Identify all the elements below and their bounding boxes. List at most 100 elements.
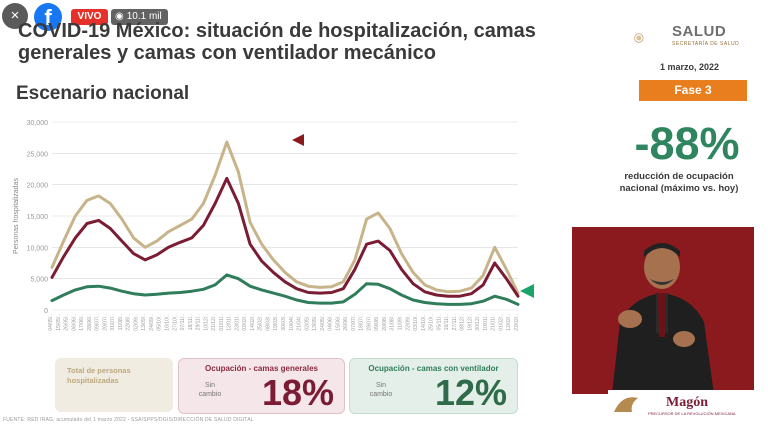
x-tick-label: 03/02/.. bbox=[242, 314, 248, 331]
ventilator-beds-status: Sin cambio bbox=[369, 382, 393, 398]
x-tick-label: 01/02/.. bbox=[498, 314, 504, 331]
x-tick-label: 20/08/.. bbox=[382, 314, 388, 331]
x-tick-label: 23/01/.. bbox=[234, 314, 240, 331]
x-tick-label: 02/05/.. bbox=[304, 314, 310, 331]
hospitalization-line-chart: 0 5,000 10,000 15,000 20,000 25,000 30,000 Pers… bbox=[13, 120, 534, 331]
ventilator-beds-card: Ocupación - camas con ventilador Sin cam… bbox=[349, 358, 518, 414]
x-tick-label: 14/10/.. bbox=[421, 314, 427, 331]
magon-logo-text: Magón bbox=[666, 395, 708, 410]
x-tick-label: 07/11/.. bbox=[180, 314, 186, 330]
x-tick-label: 21/04/.. bbox=[297, 314, 303, 331]
x-tick-label: 10/12/.. bbox=[203, 314, 209, 331]
general-beds-card: Ocupación - camas generales Sin cambio 1… bbox=[178, 358, 345, 414]
x-tick-label: 14/02/.. bbox=[250, 314, 256, 331]
x-tick-label: 27/11/.. bbox=[452, 314, 458, 330]
interpreter-figure bbox=[572, 227, 754, 394]
x-tick-label: 24/05/.. bbox=[320, 314, 326, 331]
x-tick-label: 20/07/.. bbox=[102, 314, 108, 331]
x-tick-label: 13/05/.. bbox=[312, 314, 318, 331]
x-tick-label: 31/07/.. bbox=[110, 314, 116, 331]
x-tick-label: 15/06/.. bbox=[335, 314, 341, 331]
x-tick-label: 29/11/.. bbox=[196, 314, 202, 330]
x-tick-label: 25/10/.. bbox=[429, 314, 435, 331]
general-beds-status: Sin cambio bbox=[198, 382, 222, 398]
x-tick-label: 27/10/.. bbox=[172, 314, 178, 331]
x-tick-label: 12/01/.. bbox=[227, 314, 233, 331]
x-tick-label: 22/08/.. bbox=[126, 314, 132, 331]
x-tick-label: 28/06/.. bbox=[87, 314, 93, 331]
x-tick-label: 12/02/.. bbox=[506, 314, 512, 331]
x-tick-label: 09/08/.. bbox=[374, 314, 380, 331]
series-line-0 bbox=[50, 140, 520, 295]
x-tick-label: 31/08/.. bbox=[390, 314, 396, 331]
close-button[interactable]: × bbox=[2, 3, 28, 29]
x-tick-label: 15/05/.. bbox=[56, 314, 62, 331]
series-line-1 bbox=[50, 176, 520, 298]
salud-logo bbox=[634, 33, 644, 43]
x-tick-label: 04/05/.. bbox=[48, 314, 54, 331]
legend-total-card: Total de personas hospitalizadas bbox=[55, 358, 173, 412]
x-tick-label: 24/09/.. bbox=[149, 314, 155, 331]
reduction-description: reducción de ocupación nacional (máximo … bbox=[619, 171, 739, 194]
magon-logo: Magón PRECURSOR DE LA REVOLUCIÓN MEXICAN… bbox=[608, 390, 754, 418]
x-tick-label: 01/01/.. bbox=[219, 314, 225, 331]
x-tick-label: 22/09/.. bbox=[405, 314, 411, 331]
x-tick-label: 03/10/.. bbox=[413, 314, 419, 331]
eye-icon: ◉ bbox=[115, 11, 124, 22]
x-tick-label: 16/11/.. bbox=[444, 314, 450, 330]
series-line-2 bbox=[50, 273, 520, 306]
phase-badge: Fase 3 bbox=[639, 80, 747, 101]
x-tick-label: 30/03/.. bbox=[281, 314, 287, 331]
x-tick-label: 19/03/.. bbox=[273, 314, 279, 331]
x-tick-label: 10/01/.. bbox=[483, 314, 489, 331]
x-tick-label: 29/07/.. bbox=[366, 314, 372, 331]
x-tick-label: 18/11/.. bbox=[188, 314, 194, 330]
report-date: 1 marzo, 2022 bbox=[660, 62, 720, 72]
x-tick-label: 13/09/.. bbox=[141, 314, 147, 331]
y-tick-label: 5,000 bbox=[30, 277, 48, 284]
x-tick-label: 10/04/.. bbox=[289, 314, 295, 331]
x-tick-label: 04/06/.. bbox=[328, 314, 334, 331]
x-tick-label: 02/09/.. bbox=[133, 314, 139, 331]
y-tick-label: 20,000 bbox=[27, 183, 49, 190]
legend-total-label: Total de personas hospitalizadas bbox=[67, 366, 131, 385]
current-arrow-marker bbox=[520, 284, 534, 298]
x-tick-label: 09/07/.. bbox=[95, 314, 101, 331]
view-count-badge: ◉ 10.1 mil bbox=[111, 9, 168, 25]
x-tick-label: 11/09/.. bbox=[398, 314, 404, 330]
general-beds-title: Ocupación - camas generales bbox=[205, 364, 318, 373]
y-tick-label: 0 bbox=[44, 308, 48, 315]
x-tick-label: 26/05/.. bbox=[64, 314, 70, 331]
view-count: 10.1 mil bbox=[126, 11, 162, 22]
x-tick-label: 06/06/.. bbox=[71, 314, 77, 331]
close-icon: × bbox=[10, 7, 20, 24]
x-tick-label: 21/01/.. bbox=[491, 314, 497, 331]
page-title: COVID-19 México: situación de hospitaliz… bbox=[18, 20, 536, 64]
x-tick-label: 17/06/.. bbox=[79, 314, 85, 331]
y-tick-label: 10,000 bbox=[27, 245, 49, 252]
salud-brand: SALUD bbox=[672, 23, 727, 40]
x-tick-label: 21/12/.. bbox=[211, 314, 217, 331]
sign-language-interpreter-video bbox=[572, 227, 754, 394]
general-beds-value: 18% bbox=[261, 372, 334, 413]
y-tick-label: 30,000 bbox=[27, 120, 49, 127]
magon-logo-sub: PRECURSOR DE LA REVOLUCIÓN MEXICANA bbox=[648, 411, 736, 416]
x-tick-label: 05/10/.. bbox=[157, 314, 163, 331]
facebook-logo-icon[interactable]: f bbox=[34, 3, 62, 31]
x-tick-label: 11/08/.. bbox=[118, 314, 124, 330]
x-tick-label: 05/11/.. bbox=[436, 314, 442, 330]
data-source: FUENTE: RED IRAG, acumulado del 1 marzo … bbox=[3, 417, 254, 423]
x-tick-label: 19/12/.. bbox=[467, 314, 473, 331]
x-tick-label: 08/12/.. bbox=[460, 314, 466, 331]
x-tick-label: 16/10/.. bbox=[165, 314, 171, 331]
peak-arrow-marker bbox=[292, 134, 304, 146]
live-badge: VIVO bbox=[71, 9, 108, 25]
x-tick-label: 23/02/.. bbox=[514, 314, 520, 331]
y-tick-label: 25,000 bbox=[27, 151, 49, 158]
reduction-value: -88% bbox=[634, 118, 740, 169]
x-tick-label: 07/07/.. bbox=[351, 314, 357, 331]
x-tick-label: 26/06/.. bbox=[343, 314, 349, 331]
y-tick-label: 15,000 bbox=[27, 214, 49, 221]
ventilator-beds-value: 12% bbox=[434, 372, 507, 413]
x-tick-label: 18/07/.. bbox=[359, 314, 365, 331]
